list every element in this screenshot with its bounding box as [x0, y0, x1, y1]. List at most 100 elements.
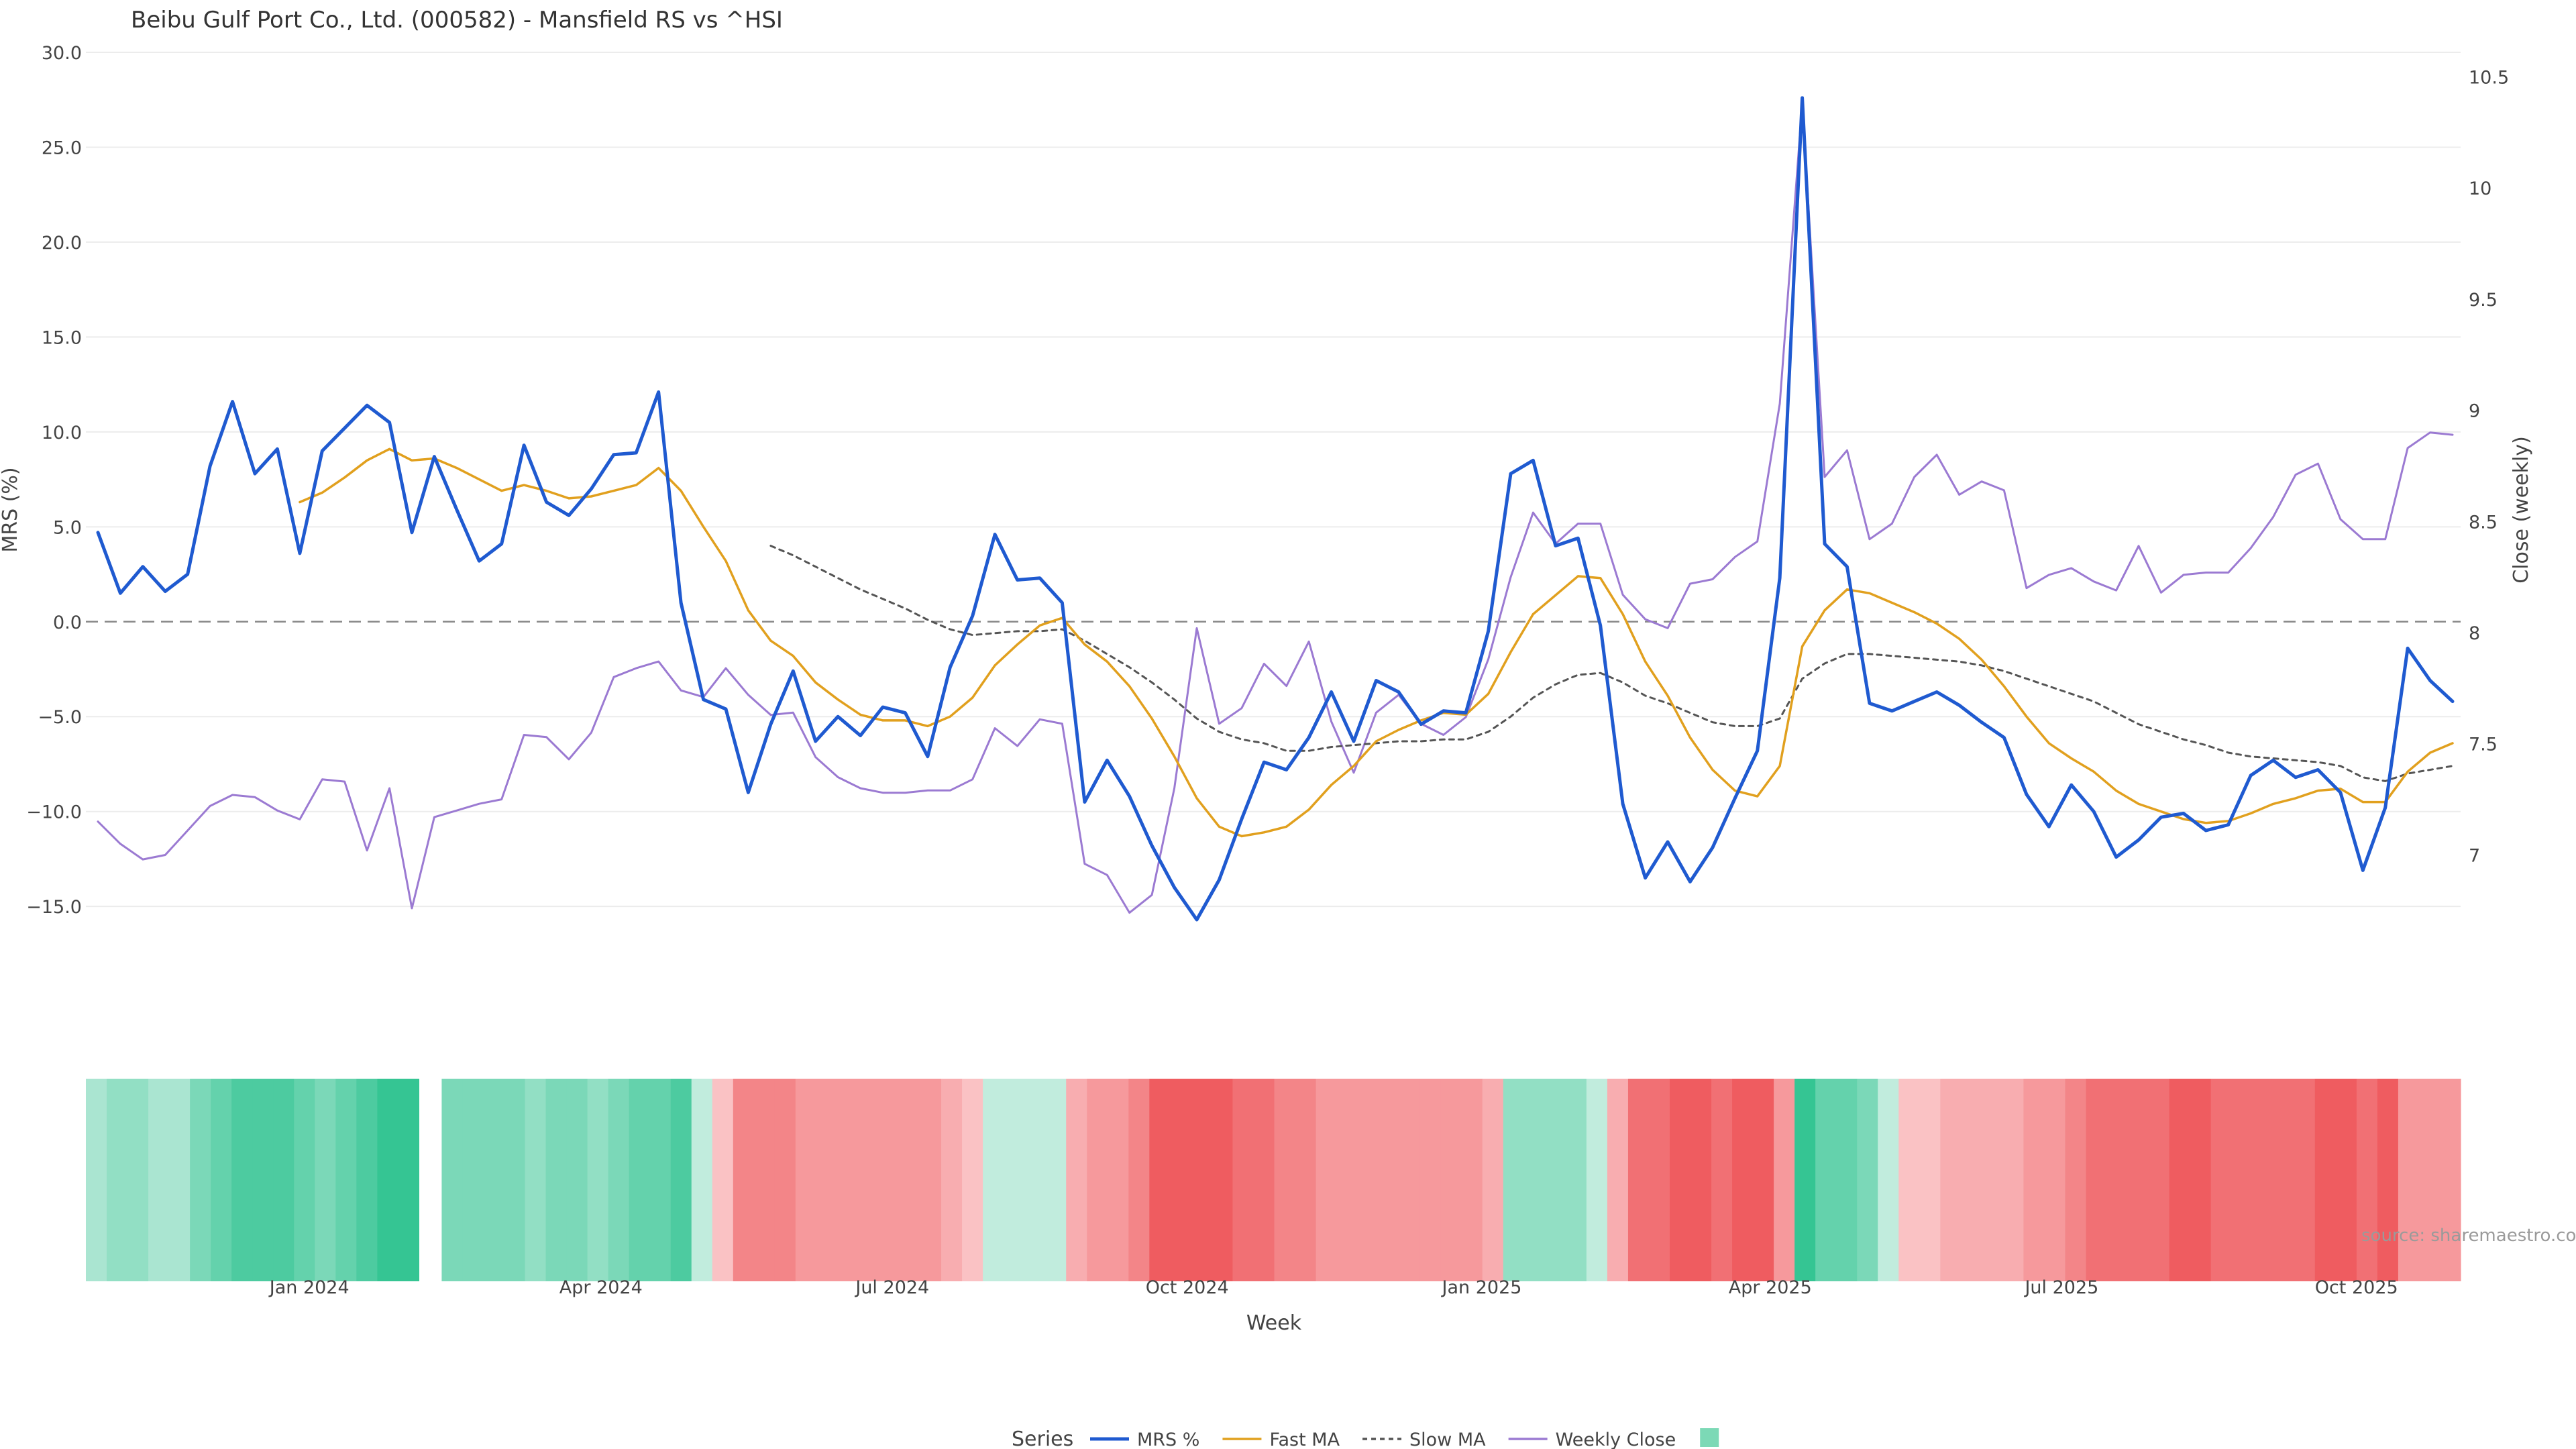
rs-strip-cell [2439, 1079, 2461, 1281]
rs-strip-cell [2169, 1079, 2191, 1281]
rs-strip-cell [1836, 1079, 1858, 1281]
rs-strip-cell [1191, 1079, 1213, 1281]
x-axis-label: Week [1246, 1311, 1302, 1335]
rs-strip-cell [837, 1079, 859, 1281]
rs-strip-cell [1108, 1079, 1129, 1281]
rs-strip-cell [670, 1079, 692, 1281]
rs-strip-cell [1565, 1079, 1587, 1281]
rs-strip-cell [1607, 1079, 1629, 1281]
rs-strip-cell [2398, 1079, 2420, 1281]
rs-strip-cell [1316, 1079, 1338, 1281]
y-right-tick-label: 9 [2469, 401, 2480, 422]
rs-strip-cell [525, 1079, 547, 1281]
rs-strip-cell [983, 1079, 1004, 1281]
y-right-tick-label: 9.5 [2469, 290, 2498, 311]
chart-title: Beibu Gulf Port Co., Ltd. (000582) - Man… [131, 7, 783, 34]
rs-strip-cell [1170, 1079, 1191, 1281]
rs-strip-cell [1128, 1079, 1150, 1281]
rs-strip-cell [2002, 1079, 2025, 1281]
rs-strip-cell [1982, 1079, 2004, 1281]
rs-strip-cell [733, 1079, 755, 1281]
rs-strip-cell [1523, 1079, 1546, 1281]
rs-strip-cell [920, 1079, 942, 1281]
series-layer [96, 96, 2455, 922]
x-tick-label: Apr 2025 [1729, 1277, 1812, 1298]
y-left-tick-label: 5.0 [53, 517, 82, 538]
legend-label: Slow MA [1409, 1430, 1486, 1449]
rs-heat-strip [86, 1079, 2461, 1281]
rs-strip-cell [1045, 1079, 1067, 1281]
rs-strip-cell [629, 1079, 651, 1281]
y-right-tick-label: 8.5 [2469, 512, 2498, 533]
y-left-tick-label: −5.0 [38, 707, 82, 728]
legend-swatch [1700, 1428, 1719, 1447]
y-left-tick-label: 25.0 [42, 138, 82, 158]
rs-strip-cell [86, 1079, 107, 1281]
rs-strip-cell [231, 1079, 253, 1281]
rs-strip-cell [2252, 1079, 2274, 1281]
rs-strip-cell [2335, 1079, 2357, 1281]
rs-strip-cell [2106, 1079, 2129, 1281]
y-right-tick-label: 10 [2469, 178, 2491, 199]
x-tick-labels: Jan 2024 Apr 2024 Jul 2024 Oct 2024 Jan 2025… [268, 1277, 2398, 1298]
y-left-tick-label: 15.0 [42, 327, 82, 348]
rs-strip-cell [1419, 1079, 1442, 1281]
y-right-tick-labels: 10.5 10 9.5 9 8.5 8 7.5 7 [2469, 67, 2509, 866]
x-tick-label: Jan 2025 [1441, 1277, 1522, 1298]
rs-strip-cell [1961, 1079, 1982, 1281]
rs-strip-cell [1274, 1079, 1296, 1281]
rs-strip-cell [649, 1079, 672, 1281]
x-tick-label: Jul 2024 [854, 1277, 929, 1298]
x-tick-label: Jul 2025 [2023, 1277, 2098, 1298]
rs-strip-cell [483, 1079, 505, 1281]
y-left-axis-label: MRS (%) [0, 467, 22, 552]
rs-strip-cell [1336, 1079, 1358, 1281]
rs-strip-cell [1586, 1079, 1608, 1281]
rs-strip-cell [691, 1079, 713, 1281]
rs-strip-cell [962, 1079, 983, 1281]
rs-strip-cell [356, 1079, 378, 1281]
rs-strip-cell [1753, 1079, 1774, 1281]
y-left-tick-label: 30.0 [42, 43, 82, 64]
rs-strip-cell [1878, 1079, 1899, 1281]
rs-strip-cell [1482, 1079, 1504, 1281]
rs-strip-cell [211, 1079, 232, 1281]
rs-strip-cell [1940, 1079, 1962, 1281]
rs-strip-cell [1815, 1079, 1837, 1281]
rs-strip-cell [294, 1079, 315, 1281]
fast-ma-line [299, 447, 2454, 838]
rs-strip-cell [1669, 1079, 1691, 1281]
y-right-tick-label: 7 [2469, 845, 2480, 866]
rs-strip-cell [504, 1079, 526, 1281]
rs-strip-cell [252, 1079, 274, 1281]
y-left-tick-label: 20.0 [42, 233, 82, 254]
rs-strip-cell [816, 1079, 838, 1281]
rs-strip-cell [753, 1079, 775, 1281]
x-tick-label: Oct 2025 [2315, 1277, 2398, 1298]
rs-strip-cell [1627, 1079, 1650, 1281]
y-left-tick-labels: 30.0 25.0 20.0 15.0 10.0 5.0 0.0 −5.0 −10.0 −15.0 [26, 43, 82, 918]
rs-strip-cell [795, 1079, 817, 1281]
rs-strip-cell [941, 1079, 963, 1281]
rs-strip-cell [1774, 1079, 1795, 1281]
legend-label: Weekly Close [1556, 1430, 1676, 1449]
x-tick-label: Apr 2024 [559, 1277, 643, 1298]
watermark: source: sharemaestro.com [2361, 1226, 2576, 1246]
rs-strip-cell [1399, 1079, 1421, 1281]
rs-strip-cell [2314, 1079, 2337, 1281]
rs-strip-cell [398, 1079, 420, 1281]
rs-strip-cell [148, 1079, 170, 1281]
rs-strip-cell [2273, 1079, 2295, 1281]
rs-strip-cell [127, 1079, 149, 1281]
rs-strip-cell [1357, 1079, 1379, 1281]
rs-strip-cell [1919, 1079, 1941, 1281]
y-left-tick-label: 0.0 [53, 612, 82, 633]
rs-strip-cell [1503, 1079, 1525, 1281]
rs-strip-cell [2231, 1079, 2253, 1281]
rs-strip-cell [2356, 1079, 2378, 1281]
y-right-tick-label: 7.5 [2469, 735, 2498, 755]
rs-strip-cell [774, 1079, 796, 1281]
legend-label: MRS % [1137, 1430, 1199, 1449]
rs-strip-cell [2294, 1079, 2316, 1281]
